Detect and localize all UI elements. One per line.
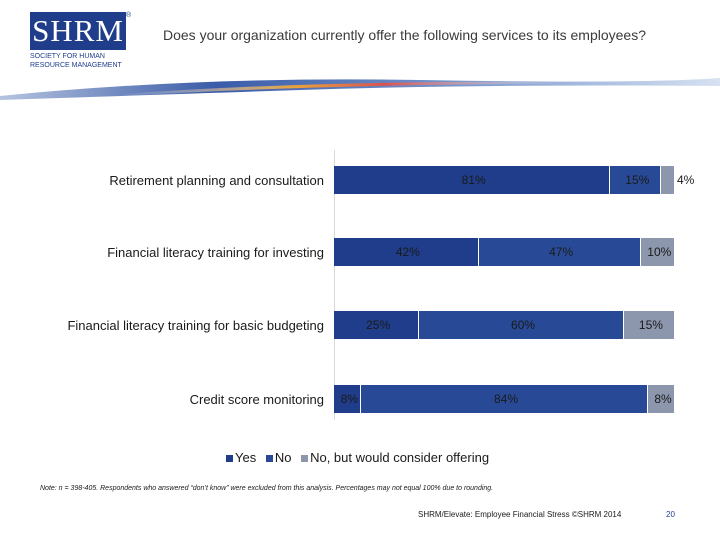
bar-segment-no bbox=[419, 311, 624, 339]
category-label: Credit score monitoring bbox=[189, 392, 324, 407]
chart-axis-line bbox=[334, 150, 335, 420]
data-label-yes: 25% bbox=[366, 318, 391, 332]
data-label-consider: 4% bbox=[677, 173, 695, 187]
data-label-no: 15% bbox=[625, 173, 650, 187]
legend-swatch-consider bbox=[301, 455, 309, 463]
category-label: Financial literacy training for investin… bbox=[107, 245, 324, 260]
logo-mark: SHRM bbox=[30, 12, 126, 50]
bar-segment-consider bbox=[661, 166, 675, 194]
data-label-consider: 10% bbox=[647, 245, 672, 259]
footer-source: SHRM/Elevate: Employee Financial Stress … bbox=[418, 510, 622, 519]
bar-segment-yes bbox=[334, 238, 479, 266]
shrm-logo: SHRM ® SOCIETY FOR HUMAN RESOURCE MANAGE… bbox=[30, 12, 132, 76]
legend-swatch-yes bbox=[226, 455, 233, 463]
data-label-consider: 15% bbox=[638, 318, 663, 332]
legend-label-consider: No, but would consider offering bbox=[310, 450, 490, 465]
data-label-yes: 8% bbox=[340, 392, 358, 406]
data-label-consider: 8% bbox=[654, 392, 672, 406]
legend-item-no: No bbox=[265, 450, 292, 465]
data-label-yes: 42% bbox=[395, 245, 420, 259]
bar-segment-no bbox=[478, 238, 641, 266]
bar-segment-consider bbox=[640, 238, 675, 266]
bar-segment-yes bbox=[334, 166, 611, 194]
bar-segment-yes bbox=[334, 311, 420, 339]
category-label: Retirement planning and consultation bbox=[109, 173, 324, 188]
logo-registered-mark: ® bbox=[126, 12, 132, 19]
page-number: 20 bbox=[666, 510, 675, 519]
data-label-no: 60% bbox=[511, 318, 536, 332]
header-swoosh-decoration bbox=[0, 78, 720, 100]
data-label-yes: 81% bbox=[461, 173, 486, 187]
slide-title: Does your organization currently offer t… bbox=[163, 27, 646, 43]
chart-note: Note: n = 398-405. Respondents who answe… bbox=[40, 485, 494, 492]
bar-segment-consider bbox=[623, 311, 675, 339]
bar-segment-no bbox=[361, 385, 648, 413]
data-label-no: 84% bbox=[494, 392, 519, 406]
legend-label-no: No bbox=[274, 450, 292, 465]
legend-swatch-no bbox=[265, 455, 273, 463]
bar-segment-no bbox=[610, 166, 662, 194]
category-label: Financial literacy training for basic bu… bbox=[67, 318, 324, 333]
legend-item-consider: No, but would consider offering bbox=[301, 450, 489, 465]
bar-segment-yes bbox=[334, 385, 362, 413]
legend-item-yes: Yes bbox=[226, 450, 256, 465]
logo-subtitle: SOCIETY FOR HUMAN RESOURCE MANAGEMENT bbox=[30, 53, 122, 69]
data-label-no: 47% bbox=[549, 245, 574, 259]
legend-label-yes: Yes bbox=[235, 450, 257, 465]
bar-segment-consider bbox=[647, 385, 675, 413]
chart-legend: Yes No No, but would consider offering bbox=[226, 450, 495, 465]
